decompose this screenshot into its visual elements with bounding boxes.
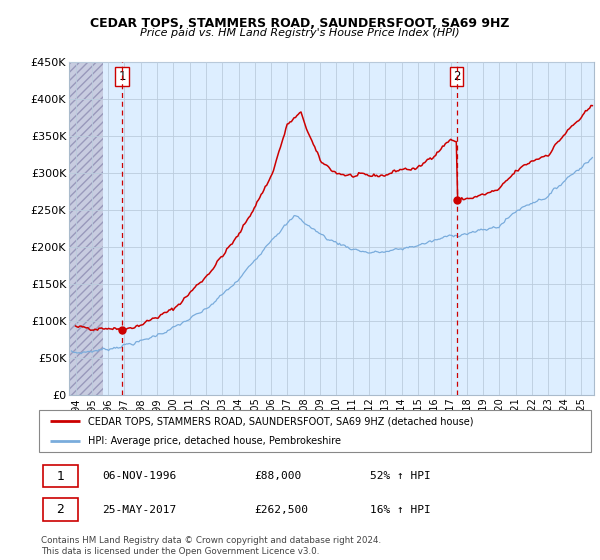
Text: HPI: Average price, detached house, Pembrokeshire: HPI: Average price, detached house, Pemb… — [88, 436, 341, 446]
Text: 1: 1 — [56, 469, 64, 483]
Text: 1: 1 — [118, 70, 126, 83]
Text: £262,500: £262,500 — [254, 505, 308, 515]
FancyBboxPatch shape — [43, 465, 77, 487]
FancyBboxPatch shape — [43, 498, 77, 521]
Text: 2: 2 — [453, 70, 460, 83]
Text: 25-MAY-2017: 25-MAY-2017 — [103, 505, 177, 515]
Text: CEDAR TOPS, STAMMERS ROAD, SAUNDERSFOOT, SA69 9HZ: CEDAR TOPS, STAMMERS ROAD, SAUNDERSFOOT,… — [90, 17, 510, 30]
FancyBboxPatch shape — [39, 410, 591, 452]
Text: CEDAR TOPS, STAMMERS ROAD, SAUNDERSFOOT, SA69 9HZ (detached house): CEDAR TOPS, STAMMERS ROAD, SAUNDERSFOOT,… — [88, 416, 473, 426]
Text: 52% ↑ HPI: 52% ↑ HPI — [370, 471, 431, 481]
Text: Price paid vs. HM Land Registry's House Price Index (HPI): Price paid vs. HM Land Registry's House … — [140, 28, 460, 38]
Text: £88,000: £88,000 — [254, 471, 302, 481]
Text: 16% ↑ HPI: 16% ↑ HPI — [370, 505, 431, 515]
Bar — [69, 62, 103, 395]
Text: 06-NOV-1996: 06-NOV-1996 — [103, 471, 177, 481]
Text: 2: 2 — [56, 503, 64, 516]
Text: Contains HM Land Registry data © Crown copyright and database right 2024.
This d: Contains HM Land Registry data © Crown c… — [41, 536, 381, 556]
